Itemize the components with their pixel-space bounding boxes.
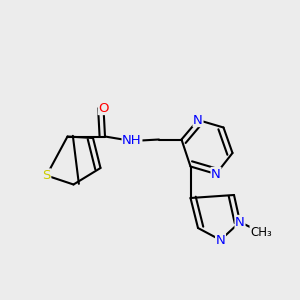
Text: N: N bbox=[211, 167, 221, 181]
Text: N: N bbox=[235, 215, 245, 229]
Text: NH: NH bbox=[122, 134, 142, 148]
Text: N: N bbox=[193, 113, 203, 127]
Text: S: S bbox=[42, 169, 51, 182]
Text: N: N bbox=[216, 233, 225, 247]
Text: CH₃: CH₃ bbox=[250, 226, 272, 239]
Text: O: O bbox=[98, 101, 109, 115]
